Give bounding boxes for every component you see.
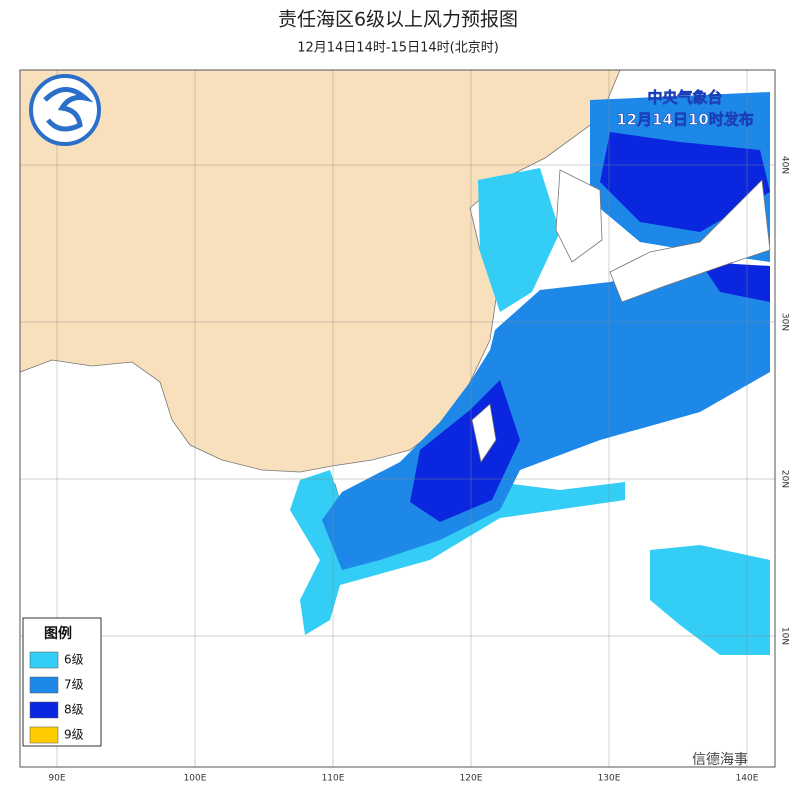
legend-label: 7级 (64, 678, 84, 692)
land-japan (609, 179, 771, 303)
wind-zone (700, 262, 770, 302)
wind-zone (478, 168, 560, 312)
longitude-label: 90E (48, 774, 65, 784)
legend-label: 9级 (64, 728, 84, 742)
issuer-name: 中央气象台 (647, 89, 722, 107)
wind-zone (600, 132, 770, 232)
latitude-label: 10N (780, 627, 790, 645)
legend-label: 6级 (64, 653, 84, 667)
land-taiwan (471, 403, 497, 463)
logo (29, 74, 101, 146)
legend-swatch (29, 726, 59, 744)
longitude-label: 120E (460, 774, 483, 784)
longitude-label: 130E (598, 774, 621, 784)
legend-label: 8级 (64, 703, 84, 717)
latitude-label: 20N (780, 470, 790, 488)
legend: 图例 6级 7级 8级 9级 (22, 617, 102, 747)
logo-mark (43, 87, 94, 132)
issue-time: 12月14日10时发布 (616, 111, 754, 129)
map-title: 责任海区6级以上风力预报图 (278, 9, 518, 31)
legend-swatch (29, 651, 59, 669)
longitude-label: 110E (322, 774, 345, 784)
legend-swatch (29, 701, 59, 719)
map-subtitle: 12月14日14时-15日14时(北京时) (297, 41, 499, 56)
latitude-label: 30N (780, 313, 790, 331)
wind-zone (410, 380, 520, 522)
legend-title: 图例 (44, 625, 72, 642)
longitude-label: 100E (184, 774, 207, 784)
longitude-label: 140E (736, 774, 759, 784)
legend-swatch (29, 676, 59, 694)
map-frame (19, 69, 776, 768)
islands (471, 169, 771, 463)
wind-zones (290, 92, 770, 655)
watermark: 信德海事 (692, 752, 748, 768)
graticule: 90E 100E 110E 120E 130E 140E 40N 30N 20N 10N (20, 70, 790, 784)
land-korea (555, 169, 603, 263)
wind-zone (650, 545, 770, 655)
latitude-label: 40N (780, 156, 790, 174)
